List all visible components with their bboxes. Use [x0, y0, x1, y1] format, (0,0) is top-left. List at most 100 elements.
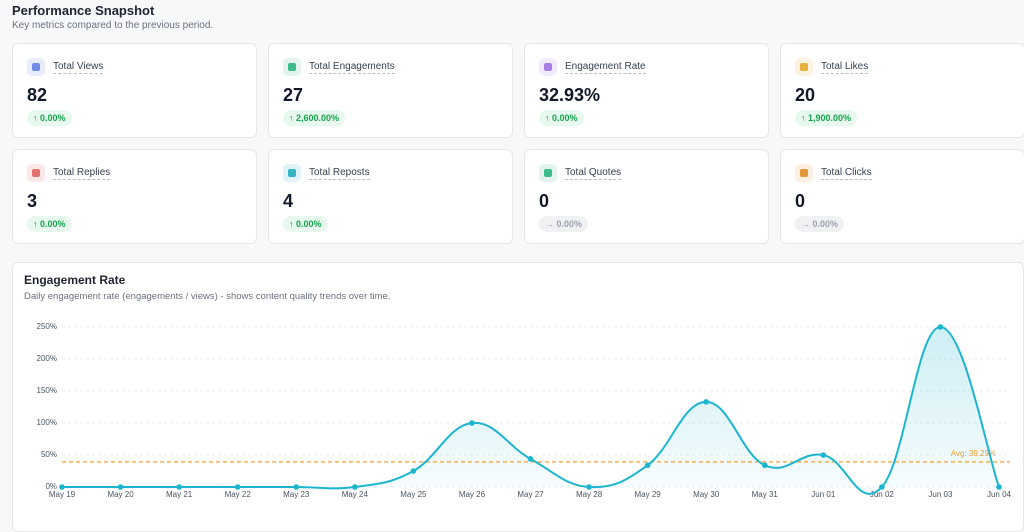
change-arrow: →	[801, 219, 813, 229]
change-arrow: ↑	[33, 219, 41, 229]
metric-change: ↑ 0.00%	[27, 110, 72, 126]
metric-card: Total Clicks 0 → 0.00%	[780, 149, 1024, 244]
change-value: 0.00%	[296, 219, 322, 229]
x-tick-label: May 29	[635, 490, 662, 499]
change-value: 0.00%	[40, 219, 66, 229]
point	[410, 468, 417, 474]
metric-label: Total Engagements	[309, 61, 395, 74]
metric-change: ↑ 0.00%	[283, 216, 328, 232]
change-arrow: →	[545, 219, 557, 229]
point	[234, 484, 241, 490]
change-value: 0.00%	[40, 113, 66, 123]
y-tick-label: 0%	[45, 482, 57, 491]
metric-change: ↑ 0.00%	[27, 216, 72, 232]
point	[586, 484, 592, 490]
metric-label: Total Replies	[53, 167, 111, 180]
metric-icon	[539, 164, 557, 182]
metric-value: 3	[27, 191, 38, 211]
x-tick-label: Jun 01	[811, 490, 836, 499]
change-value: 0.00%	[552, 113, 578, 123]
metric-label: Total Views	[53, 61, 104, 74]
point	[761, 462, 768, 469]
x-tick-label: May 30	[693, 490, 720, 499]
metric-change: → 0.00%	[539, 216, 589, 232]
x-tick-label: Jun 04	[987, 490, 1012, 499]
point	[352, 484, 358, 490]
point	[117, 484, 124, 490]
change-arrow: ↑	[33, 113, 41, 123]
metric-value: 0	[539, 191, 550, 211]
x-tick-label: May 21	[166, 490, 193, 499]
x-tick-label: May 23	[283, 490, 310, 499]
point	[996, 484, 1002, 490]
section-title: Performance Snapshot	[12, 3, 155, 18]
metric-icon	[795, 58, 813, 76]
metric-label: Total Likes	[821, 61, 869, 74]
x-tick-label: May 31	[752, 490, 779, 499]
section-subtitle: Key metrics compared to the previous per…	[12, 20, 214, 31]
metric-card: Total Reposts 4 ↑ 0.00%	[268, 149, 513, 244]
change-value: 1,900.00%	[808, 113, 852, 123]
x-tick-label: May 27	[517, 490, 544, 499]
point	[820, 452, 827, 458]
change-value: 2,600.00%	[296, 113, 340, 123]
change-arrow: ↑	[801, 113, 809, 123]
point	[527, 456, 534, 462]
metric-label: Total Clicks	[821, 167, 872, 180]
x-tick-label: May 28	[576, 490, 603, 499]
metric-card: Total Replies 3 ↑ 0.00%	[12, 149, 257, 244]
metric-card: Total Engagements 27 ↑ 2,600.00%	[268, 43, 513, 138]
chart-title: Engagement Rate	[24, 273, 126, 287]
metric-value: 27	[283, 85, 304, 105]
average-label: Avg: 39.29%	[951, 449, 996, 458]
metric-icon	[283, 164, 301, 182]
point	[293, 484, 300, 490]
metric-label: Total Reposts	[309, 167, 370, 180]
metric-change: ↑ 0.00%	[539, 110, 584, 126]
page: {"header": {"title": "Performance Snapsh…	[12, 3, 1024, 532]
area	[62, 327, 999, 494]
metric-change: ↑ 2,600.00%	[283, 110, 346, 126]
metric-card: Engagement Rate 32.93% ↑ 0.00%	[524, 43, 769, 138]
metric-value: 20	[795, 85, 816, 105]
metric-card: Total Likes 20 ↑ 1,900.00%	[780, 43, 1024, 138]
metric-icon	[539, 58, 557, 76]
x-tick-label: May 20	[107, 490, 134, 499]
metric-icon	[27, 58, 45, 76]
y-tick-label: 200%	[37, 354, 57, 363]
y-tick-label: 50%	[41, 450, 57, 459]
x-tick-label: May 25	[400, 490, 427, 499]
metric-value: 32.93%	[539, 85, 601, 105]
change-value: 0.00%	[556, 219, 583, 229]
metric-value: 0	[795, 191, 806, 211]
y-tick-label: 100%	[37, 418, 57, 427]
point	[644, 462, 651, 469]
y-tick-label: 250%	[37, 322, 57, 331]
point	[59, 484, 65, 490]
x-tick-label: May 26	[459, 490, 486, 499]
metric-label: Engagement Rate	[565, 61, 646, 74]
point	[469, 420, 475, 426]
metric-change: → 0.00%	[795, 216, 845, 232]
metric-icon	[283, 58, 301, 76]
metric-card: Total Quotes 0 → 0.00%	[524, 149, 769, 244]
change-arrow: ↑	[289, 113, 297, 123]
metric-change: ↑ 1,900.00%	[795, 110, 858, 126]
metric-card: Total Views 82 ↑ 0.00%	[12, 43, 257, 138]
metric-icon	[795, 164, 813, 182]
change-arrow: ↑	[545, 113, 553, 123]
metric-label: Total Quotes	[565, 167, 622, 180]
y-tick-label: 150%	[37, 386, 57, 395]
change-value: 0.00%	[812, 219, 839, 229]
metric-value: 4	[283, 191, 294, 211]
point	[176, 484, 182, 490]
point	[937, 324, 944, 330]
x-tick-label: Jun 02	[870, 490, 895, 499]
point	[703, 399, 709, 405]
metric-icon	[27, 164, 45, 182]
x-tick-label: May 24	[342, 490, 369, 499]
metric-value: 82	[27, 85, 48, 105]
x-tick-label: Jun 03	[928, 490, 953, 499]
change-arrow: ↑	[289, 219, 297, 229]
point	[879, 484, 885, 490]
